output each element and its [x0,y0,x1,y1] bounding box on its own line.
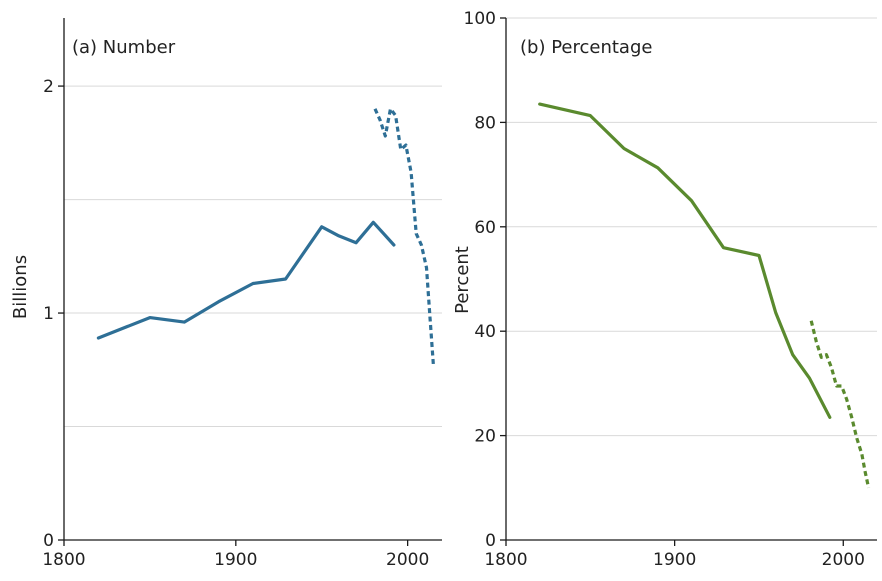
panel-percentage-y-axis-title: Percent [452,246,473,314]
panel-percentage-gridlines [506,17,877,437]
panel-percentage-x-tick-label: 2000 [822,550,865,570]
panel-percentage-y-tick-label: 20 [474,427,496,447]
panel-percentage-title: (b) Percentage [520,37,652,58]
panel-number-gridlines [64,85,442,428]
panel-percentage-x-tick-label: 1900 [653,550,696,570]
panel-percentage-x-tick-label: 1800 [484,550,527,570]
panel-percentage-solid-series [538,102,832,419]
panel-percentage-dashed-series [809,320,871,489]
panel-number-y-tick-label: 2 [43,77,54,97]
panel-percentage-axes [505,18,877,541]
panel-number-ticks: 0 1 2 1800 1900 2000 [42,77,429,570]
panel-number-y-tick-label: 1 [43,304,54,324]
panel-number-title: (a) Number [72,37,176,58]
panel-percentage-ticks: 0 20 40 60 80 100 1800 1900 2000 [464,9,865,570]
panel-number-dashed-series [373,107,435,366]
panel-percentage-y-tick-label: 40 [474,322,496,342]
panel-number-y-tick-label: 0 [43,531,54,551]
panel-number-x-tick-label: 1900 [214,550,257,570]
panel-number-x-tick-label: 1800 [42,550,85,570]
panel-number: 0 1 2 1800 1900 2000 (a) Number Billions [10,18,442,570]
panel-percentage-y-tick-label: 100 [464,9,496,29]
panel-number-solid-series [96,220,396,340]
panel-percentage-y-tick-label: 80 [474,113,496,133]
panel-number-y-axis-title: Billions [10,255,31,319]
panel-percentage-y-tick-label: 60 [474,218,496,238]
panel-number-axes [63,18,442,541]
panel-number-x-tick-label: 2000 [386,550,429,570]
panel-percentage-y-tick-label: 0 [485,531,496,551]
